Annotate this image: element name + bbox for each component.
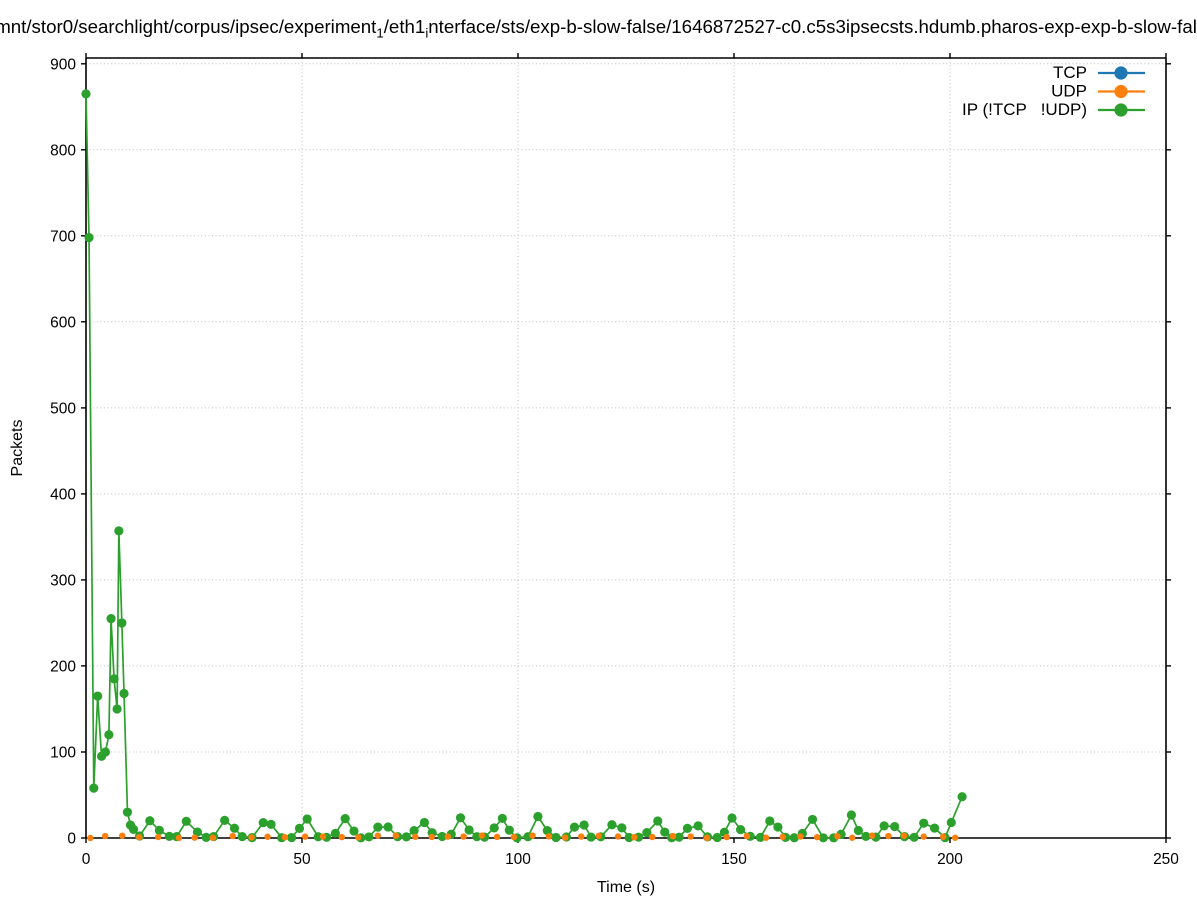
svg-text:200: 200 xyxy=(937,851,963,868)
svg-text:0: 0 xyxy=(67,831,76,848)
svg-text:0: 0 xyxy=(82,851,91,868)
svg-text:800: 800 xyxy=(50,142,76,159)
svg-text:200: 200 xyxy=(50,658,76,675)
svg-text:700: 700 xyxy=(50,228,76,245)
svg-text:150: 150 xyxy=(721,851,747,868)
svg-text:400: 400 xyxy=(50,486,76,503)
svg-text:/mnt/stor0/searchlight/corpus/: /mnt/stor0/searchlight/corpus/ipsec/expe… xyxy=(0,16,1197,41)
svg-text:100: 100 xyxy=(50,745,76,762)
svg-text:250: 250 xyxy=(1153,851,1179,868)
svg-text:Packets: Packets xyxy=(9,420,26,477)
svg-text:500: 500 xyxy=(50,400,76,417)
svg-text:UDP: UDP xyxy=(1051,82,1087,101)
svg-text:TCP: TCP xyxy=(1053,63,1087,82)
svg-text:300: 300 xyxy=(50,572,76,589)
svg-text:50: 50 xyxy=(293,851,311,868)
svg-text:Time (s): Time (s) xyxy=(597,879,655,896)
svg-text:600: 600 xyxy=(50,314,76,331)
svg-text:900: 900 xyxy=(50,56,76,73)
svg-text:IP (!TCP !UDP): IP (!TCP !UDP) xyxy=(962,100,1087,119)
svg-text:100: 100 xyxy=(505,851,531,868)
